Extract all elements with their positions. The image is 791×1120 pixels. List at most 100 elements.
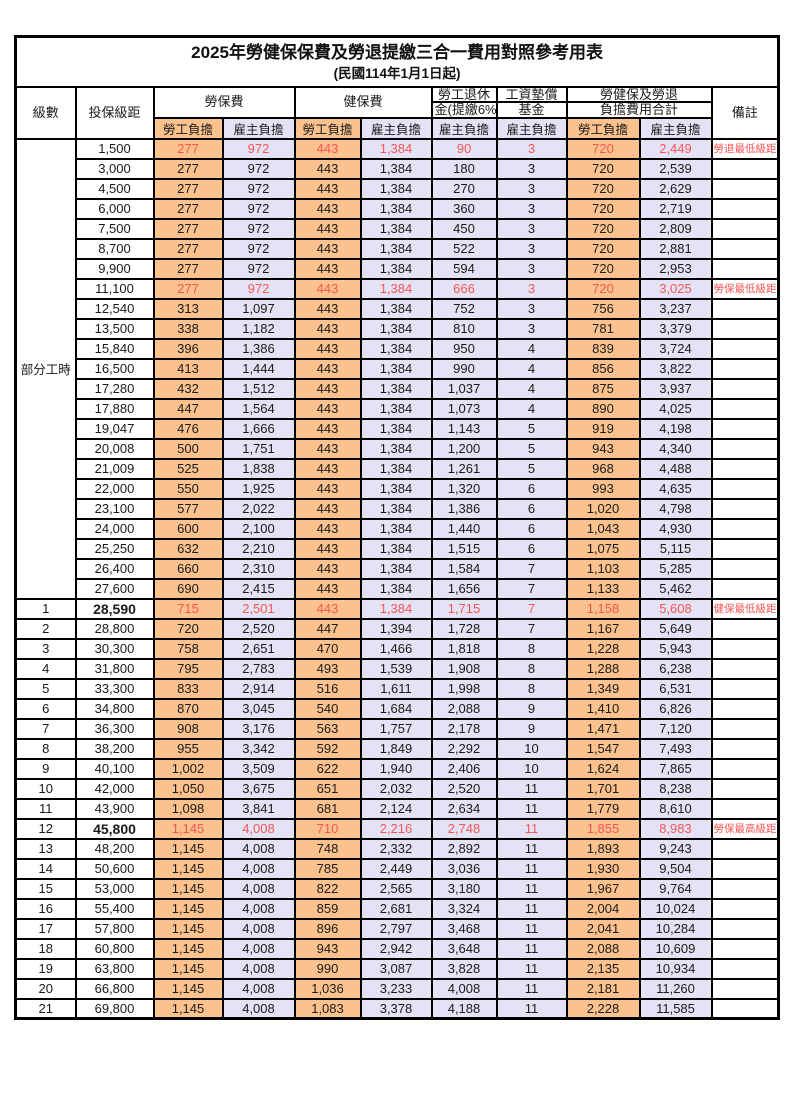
cell-remark [710,337,780,360]
title-row: 2025年勞健保保費及勞退提繳三合一費用對照參考用表 (民國114年1月1日起) [14,35,780,88]
cell-pension-employer: 1,143 [430,417,498,440]
cell-labor-employee: 277 [152,197,224,220]
cell-labor-employer: 4,008 [221,877,296,900]
cell-health-employer: 3,378 [359,997,433,1020]
cell-insured-bracket: 28,590 [74,597,155,620]
cell-total-employee: 943 [565,437,641,460]
cell-level: 12 [14,817,77,840]
cell-level: 11 [14,797,77,820]
cell-labor-employee: 413 [152,357,224,380]
cell-labor-employer: 1,386 [221,337,296,360]
cell-total-employer: 5,285 [638,557,713,580]
cell-labor-employer: 972 [221,157,296,180]
cell-total-employee: 2,088 [565,937,641,960]
cell-insured-bracket: 30,300 [74,637,155,660]
cell-remark [710,397,780,420]
cell-health-employee: 443 [293,417,362,440]
cell-remark: 勞退最低級距 [710,137,780,160]
cell-health-employee: 443 [293,557,362,580]
cell-total-employee: 1,547 [565,737,641,760]
cell-labor-employee: 1,145 [152,997,224,1020]
cell-health-employee: 540 [293,697,362,720]
cell-total-employer: 5,462 [638,577,713,600]
cell-health-employee: 622 [293,757,362,780]
cell-health-employer: 1,384 [359,337,433,360]
cell-health-employee: 896 [293,917,362,940]
cell-insured-bracket: 13,500 [74,317,155,340]
table-row: 13 48,200 1,145 4,008 748 2,332 2,892 11 1,893 9,… [14,837,780,860]
cell-pension-employer: 1,261 [430,457,498,480]
cell-total-employee: 875 [565,377,641,400]
cell-labor-employee: 277 [152,157,224,180]
cell-wage-fund-employer: 4 [495,397,568,420]
table-row: 20,008 500 1,751 443 1,384 1,200 5 943 4,340 [16,437,780,460]
cell-labor-employer: 4,008 [221,817,296,840]
cell-labor-employee: 476 [152,417,224,440]
cell-total-employer: 4,025 [638,397,713,420]
cell-wage-fund-employer: 11 [495,857,568,880]
table-row: 3 30,300 758 2,651 470 1,466 1,818 8 1,228 5,943 [14,637,780,660]
cell-health-employee: 443 [293,297,362,320]
cell-labor-employer: 1,097 [221,297,296,320]
cell-wage-fund-employer: 11 [495,937,568,960]
cell-total-employer: 3,822 [638,357,713,380]
cell-pension-employer: 4,008 [430,977,498,1000]
subheader-total-employer: 雇主負擔 [638,116,713,140]
cell-labor-employee: 1,098 [152,797,224,820]
cell-wage-fund-employer: 3 [495,317,568,340]
cell-remark [710,837,780,860]
cell-health-employee: 493 [293,657,362,680]
cell-health-employer: 1,384 [359,377,433,400]
cell-level: 2 [14,617,77,640]
table-row: 21 69,800 1,145 4,008 1,083 3,378 4,188 11 2,228… [14,997,780,1020]
cell-total-employee: 1,930 [565,857,641,880]
cell-labor-employer: 1,444 [221,357,296,380]
cell-level: 3 [14,637,77,660]
cell-labor-employer: 4,008 [221,917,296,940]
cell-total-employee: 720 [565,277,641,300]
cell-wage-fund-employer: 11 [495,917,568,940]
cell-labor-employee: 277 [152,217,224,240]
table-row: 3,000 277 972 443 1,384 180 3 720 2,539 [16,157,780,180]
cell-total-employee: 2,135 [565,957,641,980]
cell-total-employer: 2,809 [638,217,713,240]
cell-health-employer: 1,384 [359,557,433,580]
cell-health-employer: 1,384 [359,237,433,260]
cell-labor-employer: 2,520 [221,617,296,640]
cell-total-employer: 6,531 [638,677,713,700]
cell-total-employer: 7,865 [638,757,713,780]
cell-labor-employer: 4,008 [221,997,296,1020]
cell-health-employee: 443 [293,597,362,620]
header-level: 級數 [14,85,77,140]
cell-pension-employer: 2,634 [430,797,498,820]
cell-level: 1 [14,597,77,620]
header-row-2: 金(提繳6%) 基金 負擔費用合計 [16,101,779,119]
cell-health-employee: 443 [293,397,362,420]
cell-total-employer: 3,025 [638,277,713,300]
cell-labor-employer: 972 [221,177,296,200]
table-row: 23,100 577 2,022 443 1,384 1,386 6 1,020 4,798 [16,497,780,520]
cell-insured-bracket: 11,100 [74,277,155,300]
cell-health-employer: 1,940 [359,757,433,780]
cell-health-employer: 1,384 [359,477,433,500]
cell-pension-employer: 752 [430,297,498,320]
cell-total-employee: 1,020 [565,497,641,520]
cell-health-employer: 2,032 [359,777,433,800]
cell-health-employee: 785 [293,857,362,880]
cell-pension-employer: 1,200 [430,437,498,460]
cell-wage-fund-employer: 11 [495,957,568,980]
cell-wage-fund-employer: 11 [495,877,568,900]
cell-labor-employee: 432 [152,377,224,400]
cell-total-employer: 3,724 [638,337,713,360]
cell-total-employer: 8,983 [638,817,713,840]
cell-total-employee: 1,967 [565,877,641,900]
cell-labor-employer: 3,675 [221,777,296,800]
cell-labor-employer: 2,022 [221,497,296,520]
cell-pension-employer: 1,998 [430,677,498,700]
cell-wage-fund-employer: 6 [495,477,568,500]
cell-total-employee: 1,349 [565,677,641,700]
cell-remark [710,237,780,260]
cell-health-employee: 470 [293,637,362,660]
cell-insured-bracket: 19,047 [74,417,155,440]
table-row: 24,000 600 2,100 443 1,384 1,440 6 1,043 4,930 [16,517,780,540]
